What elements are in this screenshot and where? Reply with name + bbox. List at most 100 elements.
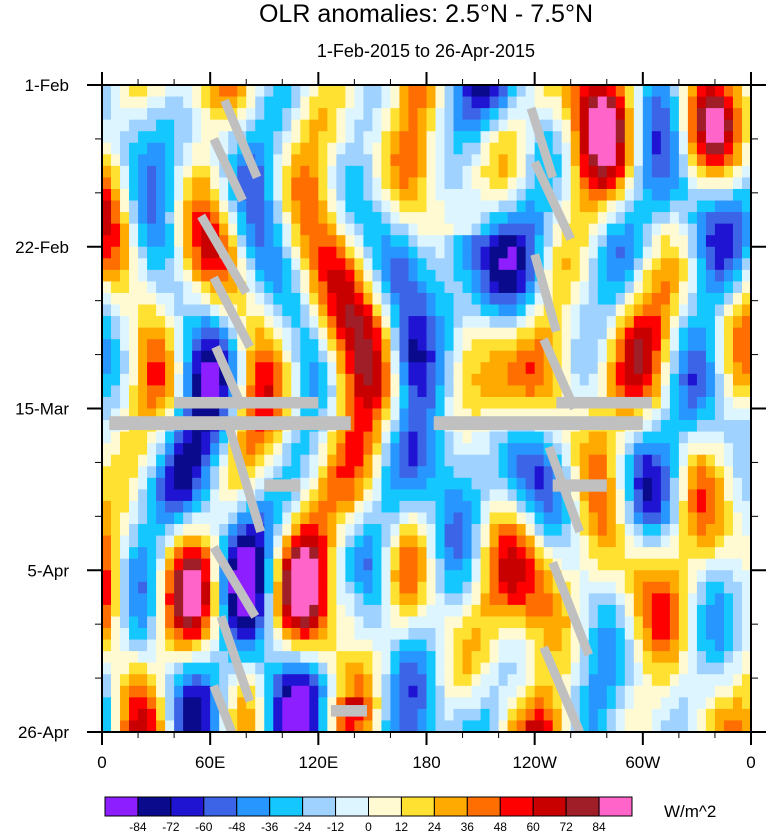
heatmap-cell xyxy=(696,685,707,698)
heatmap-cell xyxy=(678,628,689,641)
heatmap-cell xyxy=(165,512,175,525)
heatmap-cell xyxy=(741,431,751,444)
heatmap-cell xyxy=(219,500,229,514)
heatmap-cell xyxy=(714,373,725,386)
heatmap-cell xyxy=(183,119,193,132)
heatmap-cell xyxy=(669,142,680,155)
heatmap-cell xyxy=(705,85,716,98)
heatmap-cell xyxy=(192,512,202,525)
heatmap-cell xyxy=(633,177,644,190)
heatmap-cell xyxy=(552,593,563,606)
heatmap-cell xyxy=(399,373,410,386)
heatmap-cell xyxy=(525,708,536,722)
heatmap-cell xyxy=(183,639,193,652)
heatmap-cell xyxy=(390,154,401,167)
heatmap-cell xyxy=(129,385,139,398)
y-tick-label: 26-Apr xyxy=(18,723,69,742)
heatmap-cell xyxy=(165,628,175,641)
heatmap-cell xyxy=(138,720,148,732)
heatmap-cell xyxy=(327,165,337,179)
heatmap-cell xyxy=(291,131,301,144)
heatmap-cell xyxy=(210,500,220,514)
heatmap-cell xyxy=(174,604,184,618)
heatmap-cell xyxy=(201,431,211,444)
heatmap-cell xyxy=(300,674,310,687)
heatmap-cell xyxy=(480,547,491,560)
heatmap-cell xyxy=(201,604,211,618)
heatmap-cell xyxy=(624,373,635,386)
heatmap-cell xyxy=(498,212,509,225)
heatmap-cell xyxy=(372,108,383,121)
heatmap-cell xyxy=(453,604,464,618)
heatmap-cell xyxy=(714,142,725,155)
heatmap-cell xyxy=(651,177,662,190)
heatmap-cell xyxy=(282,662,292,675)
heatmap-cell xyxy=(165,142,175,155)
heatmap-cell xyxy=(687,662,698,675)
heatmap-cell xyxy=(111,235,121,248)
heatmap-cell xyxy=(273,177,283,190)
heatmap-cell xyxy=(588,96,599,109)
heatmap-cell xyxy=(327,466,337,479)
heatmap-cell xyxy=(660,604,671,618)
heatmap-cell xyxy=(408,316,419,329)
heatmap-cell xyxy=(174,651,184,664)
heatmap-cell xyxy=(102,558,112,571)
heatmap-cell xyxy=(309,524,319,537)
heatmap-cell xyxy=(516,685,527,698)
heatmap-cell xyxy=(426,188,437,202)
heatmap-cell xyxy=(363,96,374,109)
heatmap-cell xyxy=(525,431,536,444)
heatmap-cell xyxy=(462,512,473,525)
heatmap-cell xyxy=(372,281,383,294)
heatmap-cell xyxy=(120,304,130,317)
heatmap-cell xyxy=(714,385,725,398)
heatmap-cell xyxy=(210,212,220,225)
heatmap-cell xyxy=(696,327,707,340)
heatmap-cell xyxy=(111,212,121,225)
heatmap-cell xyxy=(264,212,274,225)
heatmap-cell xyxy=(381,200,392,213)
heatmap-cell xyxy=(147,292,157,306)
heatmap-cell xyxy=(714,235,725,248)
heatmap-cell xyxy=(624,639,635,652)
heatmap-cell xyxy=(246,708,256,722)
heatmap-cell xyxy=(525,142,536,155)
heatmap-cell xyxy=(579,362,590,375)
heatmap-cell xyxy=(210,628,220,641)
heatmap-cell xyxy=(255,720,265,732)
heatmap-cell xyxy=(363,292,374,306)
heatmap-cell xyxy=(165,466,175,479)
heatmap-cell xyxy=(705,431,716,444)
heatmap-cell xyxy=(183,316,193,329)
heatmap-cell xyxy=(480,373,491,386)
heatmap-cell xyxy=(111,316,121,329)
heatmap-cell xyxy=(507,188,518,202)
heatmap-cell xyxy=(444,142,455,155)
heatmap-cell xyxy=(606,385,617,398)
heatmap-cell xyxy=(300,708,310,722)
heatmap-cell xyxy=(138,362,148,375)
heatmap-cell xyxy=(291,385,301,398)
heatmap-cell xyxy=(372,327,383,340)
heatmap-cell xyxy=(552,131,563,144)
heatmap-cell xyxy=(696,466,707,479)
heatmap-cell xyxy=(192,581,202,594)
heatmap-cell xyxy=(120,628,130,641)
heatmap-cell xyxy=(624,108,635,121)
heatmap-cell xyxy=(120,362,130,375)
heatmap-cell xyxy=(426,616,437,629)
heatmap-cell xyxy=(183,477,193,490)
heatmap-cell xyxy=(615,524,626,537)
heatmap-cell xyxy=(102,593,112,606)
heatmap-cell xyxy=(561,316,572,329)
heatmap-cell xyxy=(336,154,346,167)
heatmap-cell xyxy=(651,385,662,398)
heatmap-cell xyxy=(705,316,716,329)
heatmap-cell xyxy=(309,408,319,421)
heatmap-cell xyxy=(615,408,626,421)
heatmap-cell xyxy=(732,85,743,98)
heatmap-cell xyxy=(282,593,292,606)
heatmap-cell xyxy=(570,269,581,283)
heatmap-cell xyxy=(624,269,635,283)
